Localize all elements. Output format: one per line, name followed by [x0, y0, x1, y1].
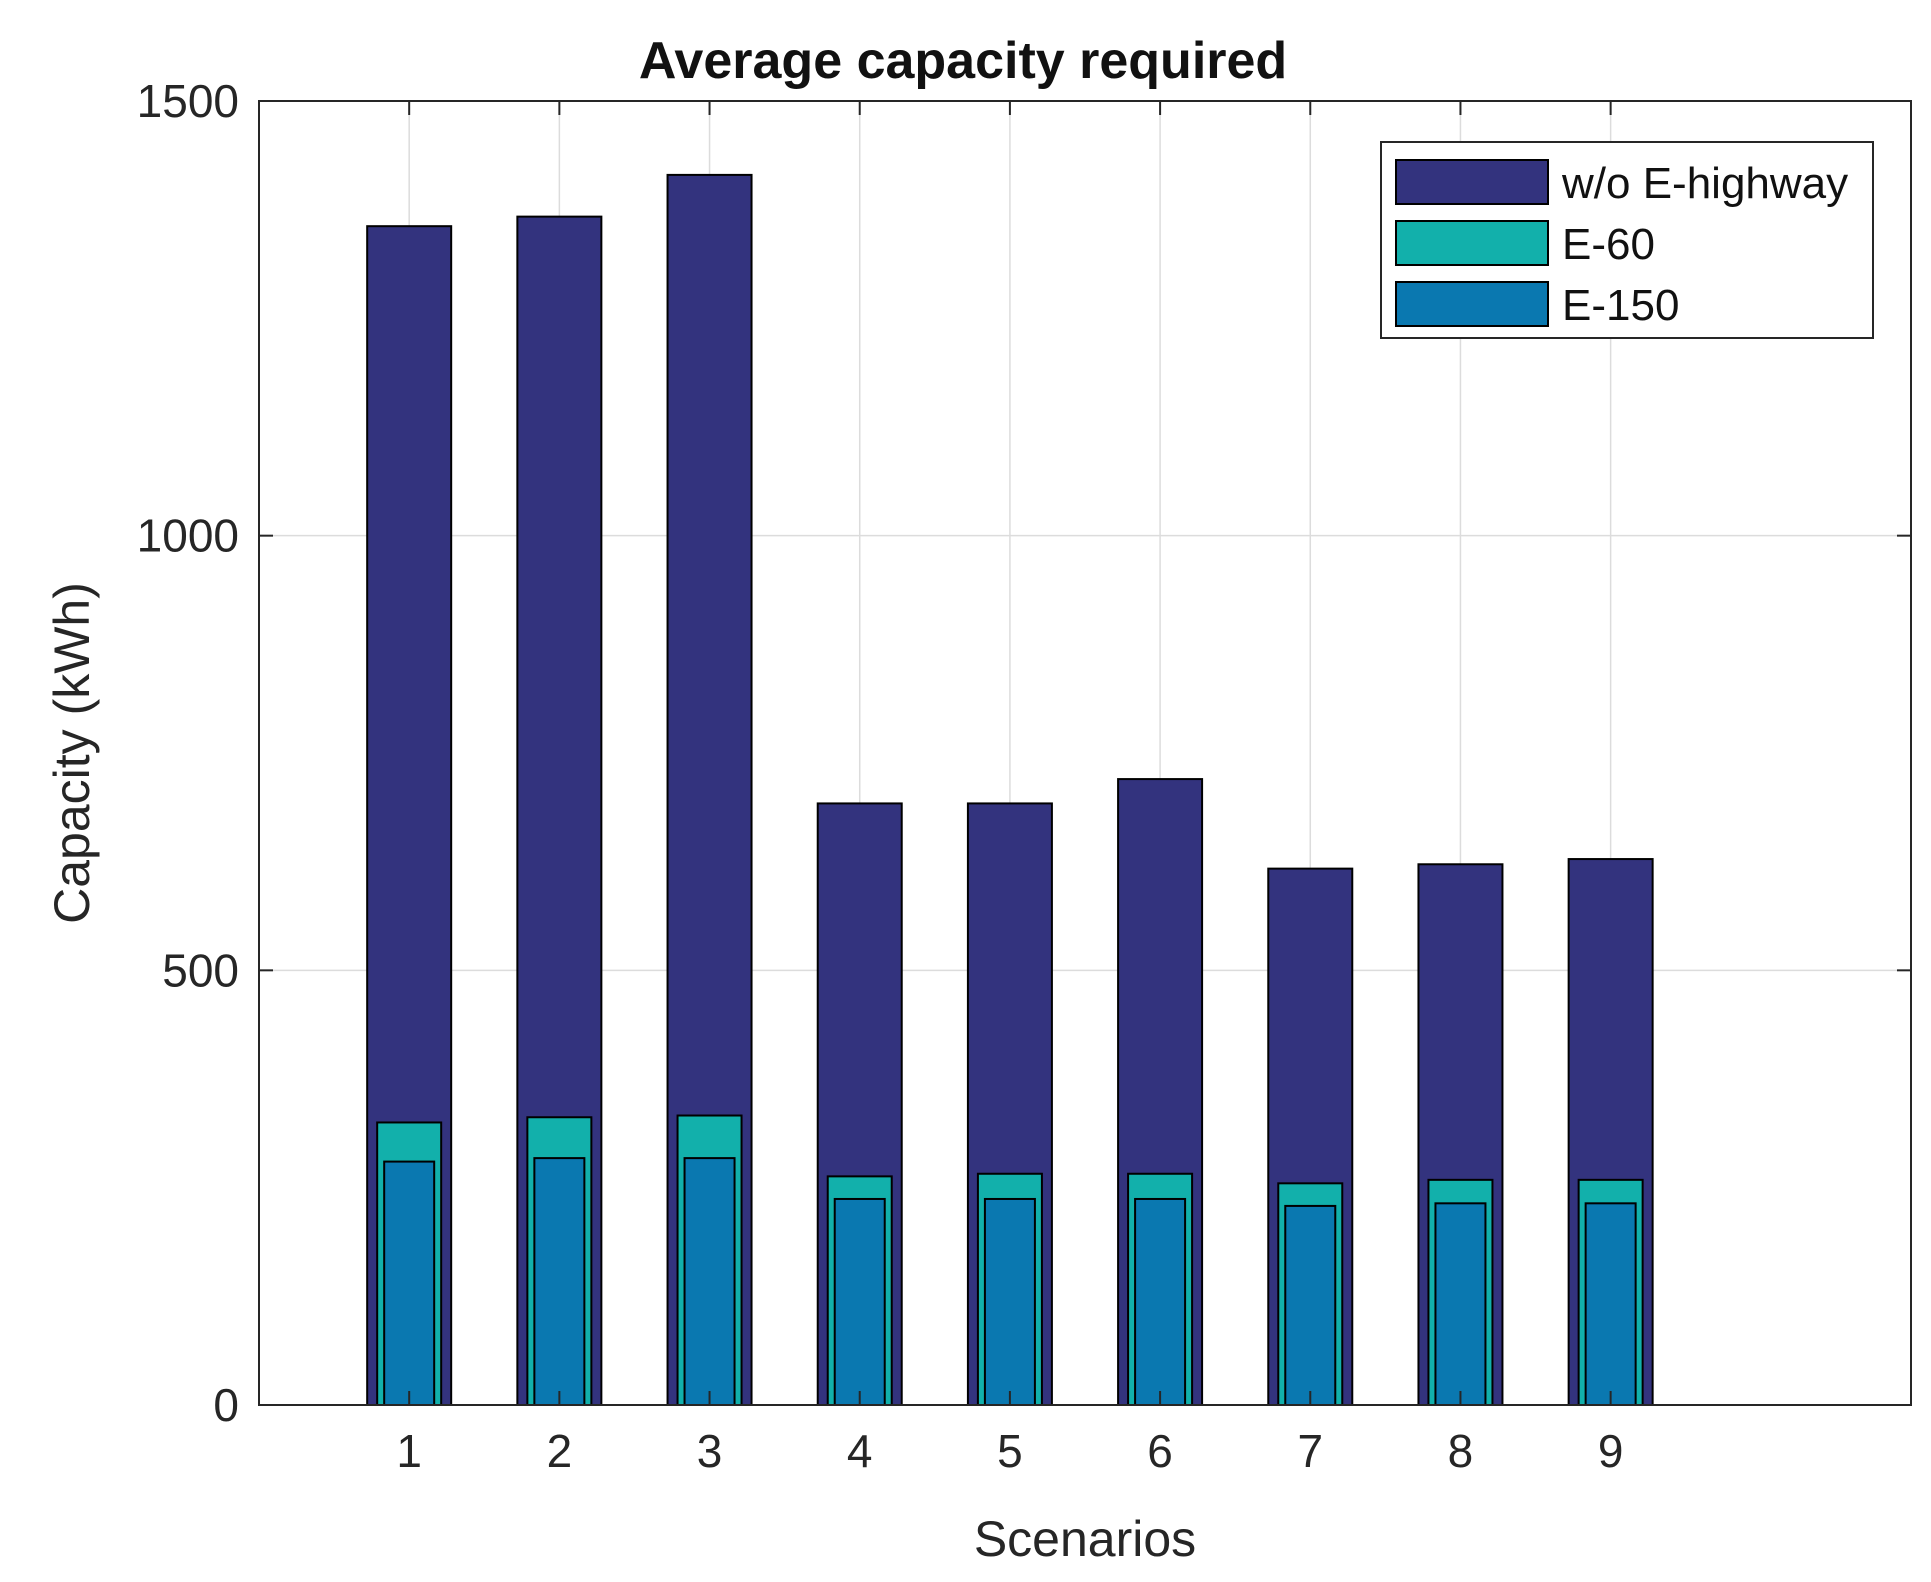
bar-e-150-7	[1284, 1204, 1337, 1406]
x-tick-label: 7	[1297, 1425, 1323, 1477]
x-tick-label: 5	[997, 1425, 1023, 1477]
y-tick-label: 500	[162, 944, 239, 996]
bar-e-150-6	[1134, 1197, 1187, 1407]
plot-frame	[258, 100, 1912, 1406]
x-tick-label: 6	[1147, 1425, 1173, 1477]
bar-e-150-1	[383, 1160, 436, 1406]
x-axis-label: Scenarios	[974, 1511, 1196, 1567]
legend-swatch-without-e-highway	[1395, 159, 1549, 205]
series-e-150	[383, 1157, 1637, 1407]
bar-e-150-3	[683, 1157, 736, 1407]
legend-swatch-e-150	[1395, 281, 1549, 327]
chart-title: Average capacity required	[639, 32, 1287, 90]
x-tick-label: 3	[697, 1425, 723, 1477]
x-tick-label: 8	[1448, 1425, 1474, 1477]
y-tick-label: 1000	[137, 510, 239, 562]
legend-label-e-60: E-60	[1562, 220, 1655, 269]
legend-label-e-150: E-150	[1562, 281, 1679, 330]
axis-ticks	[259, 100, 1911, 1406]
y-axis-label: Capacity (kWh)	[44, 582, 100, 924]
x-tick-label: 4	[847, 1425, 873, 1477]
x-tick-label: 1	[396, 1425, 422, 1477]
y-tick-labels: 0 500 1000 1500	[137, 75, 239, 1431]
bar-e-150-9	[1584, 1202, 1637, 1407]
x-tick-label: 9	[1598, 1425, 1624, 1477]
bars	[366, 173, 1654, 1407]
y-tick-label: 0	[213, 1379, 239, 1431]
x-tick-label: 2	[547, 1425, 573, 1477]
x-tick-labels: 1 2 3 4 5 6 7 8 9	[396, 1425, 1623, 1477]
bar-e-150-2	[533, 1157, 586, 1407]
legend-swatch-e-60	[1395, 220, 1549, 266]
bar-e-150-5	[983, 1197, 1036, 1407]
bar-e-150-8	[1434, 1202, 1487, 1407]
bar-e-150-4	[833, 1197, 886, 1407]
y-tick-label: 1500	[137, 75, 239, 127]
legend: w/o E-highway E-60 E-150	[1380, 141, 1874, 339]
legend-label-without-e-highway: w/o E-highway	[1561, 159, 1848, 208]
